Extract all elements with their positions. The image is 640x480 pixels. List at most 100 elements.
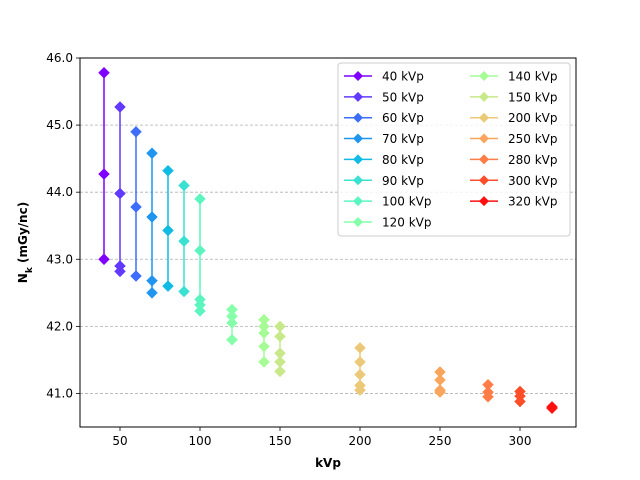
data-point — [194, 244, 206, 257]
legend-marker — [353, 71, 363, 81]
data-point — [114, 187, 126, 200]
legend-entry: 80 kVp — [344, 153, 424, 167]
series-100-kvp — [194, 193, 206, 317]
data-point — [274, 365, 286, 378]
data-point — [130, 201, 142, 213]
legend-marker — [479, 133, 489, 144]
y-tick-label: 46.0 — [46, 51, 73, 65]
y-axis-label: Nk (mGy/nc) — [16, 202, 35, 283]
data-point — [194, 193, 206, 205]
legend-entry: 100 kVp — [344, 195, 432, 209]
series-320-kvp — [546, 401, 558, 415]
legend-entry: 90 kVp — [344, 174, 424, 188]
data-point — [98, 66, 110, 79]
legend-entry: 40 kVp — [344, 70, 424, 84]
plot-frame — [79, 57, 577, 428]
y-tick-label: 43.0 — [46, 252, 73, 266]
data-point — [354, 384, 366, 396]
data-point — [146, 286, 158, 299]
series-150-kvp — [274, 320, 286, 378]
data-point — [146, 274, 158, 287]
series-70-kvp — [146, 147, 158, 299]
legend-entry: 50 kVp — [344, 90, 424, 104]
data-point — [130, 270, 142, 282]
data-point — [130, 125, 142, 138]
legend-label: 90 kVp — [382, 174, 424, 188]
x-tick-label: 100 — [189, 434, 212, 448]
data-point — [194, 305, 206, 317]
legend-label: 80 kVp — [382, 153, 424, 167]
series-140-kvp — [258, 313, 270, 368]
data-point — [114, 101, 126, 113]
data-point — [98, 253, 110, 266]
legend-marker — [479, 196, 489, 207]
data-point — [114, 265, 126, 278]
data-point — [146, 211, 158, 223]
legend-label: 70 kVp — [382, 132, 424, 146]
legend-marker — [479, 175, 489, 186]
x-axis-label: kVp — [315, 456, 341, 470]
series-280-kvp — [482, 378, 494, 403]
y-axis-label-unit: (mGy/nc) — [16, 202, 30, 267]
legend-entry: 320 kVp — [470, 195, 558, 209]
data-point — [146, 147, 158, 160]
data-point — [178, 235, 190, 248]
data-point — [354, 341, 366, 354]
data-point — [546, 402, 558, 415]
data-point — [178, 285, 190, 298]
legend-entry: 120 kVp — [344, 215, 432, 229]
data-point — [258, 340, 270, 353]
legend-marker — [479, 71, 489, 81]
y-axis: 41.0 42.0 43.0 44.0 45.0 46.0 — [46, 51, 80, 400]
legend-marker — [353, 216, 363, 227]
legend-label: 280 kVp — [508, 153, 558, 167]
data-point — [354, 368, 366, 381]
legend-label: 120 kVp — [382, 215, 432, 229]
legend-entry: 60 kVp — [344, 111, 424, 125]
legend-label: 300 kVp — [508, 174, 558, 188]
x-tick-label: 150 — [269, 434, 292, 448]
legend-marker — [479, 91, 489, 102]
x-axis: 50 100 150 200 250 300 — [112, 427, 531, 448]
y-tick-label: 45.0 — [46, 118, 73, 132]
legend-entry: 280 kVp — [470, 153, 558, 167]
data-point — [98, 168, 110, 180]
y-tick-label: 44.0 — [46, 185, 73, 199]
data-point — [258, 327, 270, 339]
legend-label: 40 kVp — [382, 70, 424, 84]
legend: 40 kVp 50 kVp 60 kVp 70 kVp 80 kVp 90 kVp 100 … — [337, 62, 571, 237]
x-tick-label: 200 — [349, 434, 372, 448]
series-250-kvp — [434, 366, 446, 398]
legend-label: 200 kVp — [508, 111, 558, 125]
x-tick-label: 250 — [429, 434, 452, 448]
data-point — [258, 356, 270, 368]
data-point — [514, 395, 526, 408]
series-80-kvp — [162, 164, 174, 292]
y-axis-label-subscript: k — [25, 266, 35, 273]
legend-entry: 70 kVp — [344, 132, 424, 146]
series-120-kvp — [226, 303, 238, 346]
data-point — [354, 356, 366, 368]
data-point — [434, 386, 446, 398]
legend-marker — [353, 175, 363, 186]
data-point — [434, 374, 446, 386]
legend-entry: 250 kVp — [470, 132, 558, 146]
legend-marker — [479, 112, 489, 123]
x-tick-label: 50 — [112, 434, 127, 448]
series-300-kvp — [514, 385, 526, 408]
legend-marker — [353, 133, 363, 144]
legend-marker — [479, 154, 489, 165]
series-50-kvp — [114, 101, 126, 278]
y-tick-label: 41.0 — [46, 386, 73, 400]
y-axis-label-main: N — [16, 273, 30, 283]
legend-label: 250 kVp — [508, 132, 558, 146]
legend-marker — [353, 112, 363, 123]
legend-label: 150 kVp — [508, 90, 558, 104]
legend-label: 320 kVp — [508, 195, 558, 209]
legend-label: 60 kVp — [382, 111, 424, 125]
legend-entry: 300 kVp — [470, 174, 558, 188]
data-point — [226, 317, 238, 329]
data-point — [162, 164, 174, 177]
data-point — [178, 179, 190, 192]
